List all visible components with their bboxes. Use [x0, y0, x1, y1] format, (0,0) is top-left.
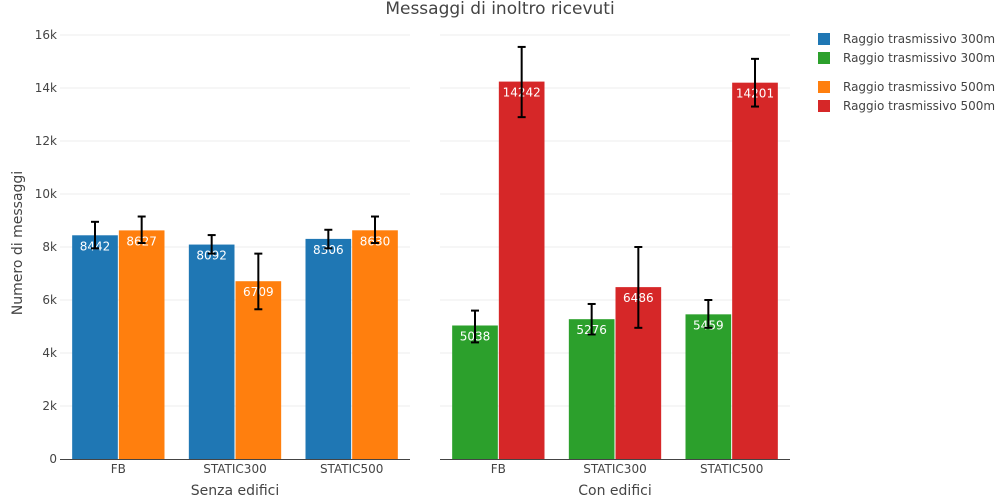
- bar[interactable]: [685, 314, 732, 459]
- legend-swatch: [818, 52, 830, 64]
- y-tick-label: 10k: [35, 187, 57, 201]
- y-tick-label: 16k: [35, 28, 57, 42]
- error-bar: [254, 252, 263, 311]
- error-bar: [471, 309, 479, 344]
- error-bar: [137, 215, 146, 245]
- bar-value-label: 8306: [313, 243, 344, 257]
- bar[interactable]: [235, 281, 282, 459]
- y-tick-label: 6k: [42, 293, 57, 307]
- x-tick-label: FB: [111, 462, 126, 476]
- legend-swatch: [818, 33, 830, 45]
- y-tick-label: 12k: [35, 134, 57, 148]
- bar[interactable]: [118, 230, 165, 459]
- error-bar: [371, 215, 379, 245]
- legend-label: Raggio trasmissivo 500m: [843, 99, 995, 113]
- x-tick-label: FB: [491, 462, 506, 476]
- x-axis-title: Con edifici: [578, 483, 651, 499]
- error-bar: [634, 246, 643, 329]
- y-tick-label: 8k: [42, 240, 57, 254]
- y-tick-label: 14k: [35, 81, 57, 95]
- y-axis-title: Numero di messaggi: [10, 171, 26, 315]
- bar[interactable]: [452, 325, 498, 459]
- bar[interactable]: [498, 81, 545, 459]
- axis-layer: 0 2k 4k 6k 8k 10k 12k 14k 16k FB STATIC300 STATIC50…: [35, 28, 790, 499]
- chart-title: Messaggi di inoltro ricevuti: [385, 0, 614, 19]
- y-tick-label: 0: [49, 452, 57, 466]
- bar[interactable]: [72, 235, 118, 459]
- error-bar: [751, 57, 759, 108]
- x-axis-title: Senza edifici: [191, 483, 280, 499]
- legend-item[interactable]: Raggio trasmissivo 500m: [818, 99, 995, 113]
- legend-label: Raggio trasmissivo 300m: [843, 32, 995, 46]
- legend[interactable]: Raggio trasmissivo 300m Raggio trasmissiv…: [818, 32, 995, 113]
- x-tick-label: STATIC500: [320, 462, 383, 476]
- error-bar: [587, 302, 596, 336]
- bar[interactable]: [305, 238, 352, 459]
- bar-value-label: 8092: [196, 249, 227, 263]
- legend-swatch: [818, 100, 830, 112]
- y-tick-label: 4k: [42, 346, 57, 360]
- error-bar: [91, 220, 99, 250]
- x-tick-label: STATIC300: [583, 462, 646, 476]
- legend-item[interactable]: Raggio trasmissivo 300m: [818, 32, 995, 46]
- error-bar: [517, 45, 526, 119]
- legend-item[interactable]: Raggio trasmissivo 500m: [818, 80, 995, 94]
- legend-item[interactable]: Raggio trasmissivo 300m: [818, 51, 995, 65]
- bars-layer: 8442 862780926709830686305038142425276648…: [72, 45, 778, 460]
- error-bar: [704, 299, 713, 329]
- error-bar: [324, 228, 333, 250]
- y-tick-label: 2k: [42, 399, 57, 413]
- bar[interactable]: [568, 319, 615, 459]
- legend-swatch: [818, 81, 830, 93]
- bar[interactable]: [352, 230, 398, 459]
- bar[interactable]: [732, 82, 778, 460]
- legend-label: Raggio trasmissivo 300m: [843, 51, 995, 65]
- bar[interactable]: [188, 244, 235, 459]
- x-tick-label: STATIC500: [700, 462, 763, 476]
- legend-label: Raggio trasmissivo 500m: [843, 80, 995, 94]
- error-bar: [207, 234, 216, 255]
- x-tick-label: STATIC300: [203, 462, 266, 476]
- grid-layer: [60, 34, 790, 407]
